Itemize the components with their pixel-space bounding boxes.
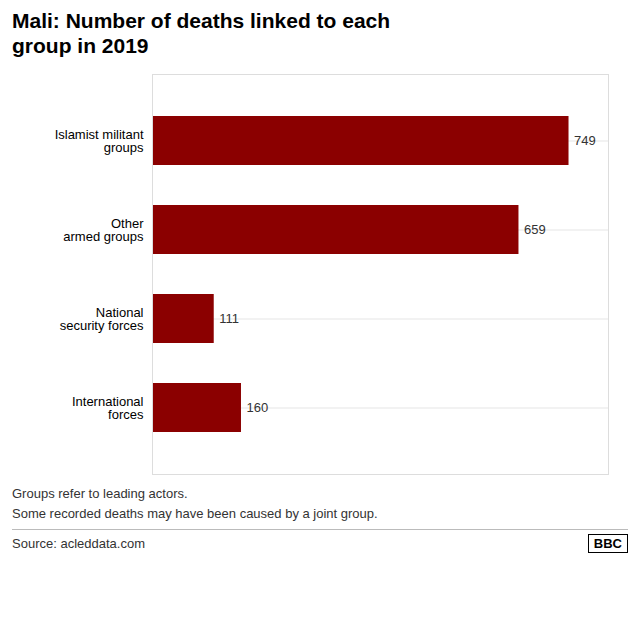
- svg-text:659: 659: [524, 223, 546, 238]
- svg-text:Nationalsecurity forces: Nationalsecurity forces: [60, 305, 144, 333]
- svg-text:Islamist militantgroups: Islamist militantgroups: [55, 127, 144, 155]
- html-text:BBC: BBC: [593, 536, 622, 552]
- svg-text:749: 749: [574, 134, 596, 149]
- svg-text:Otherarmed groups: Otherarmed groups: [63, 216, 144, 244]
- html-text:Groups refer to leading actors: Groups refer to leading actors.: [12, 486, 188, 502]
- svg-text:Internationalforces: Internationalforces: [72, 394, 144, 422]
- svg-text:111: 111: [219, 312, 239, 327]
- html-text:Some recorded deaths may have: Some recorded deaths may have been cause…: [12, 505, 378, 521]
- html-text:Mali: Number of deaths linked: Mali: Number of deaths linked to each gr…: [12, 9, 391, 58]
- html-text:Source: acleddata.com: Source: acleddata.com: [12, 536, 145, 552]
- svg-text:160: 160: [246, 401, 268, 416]
